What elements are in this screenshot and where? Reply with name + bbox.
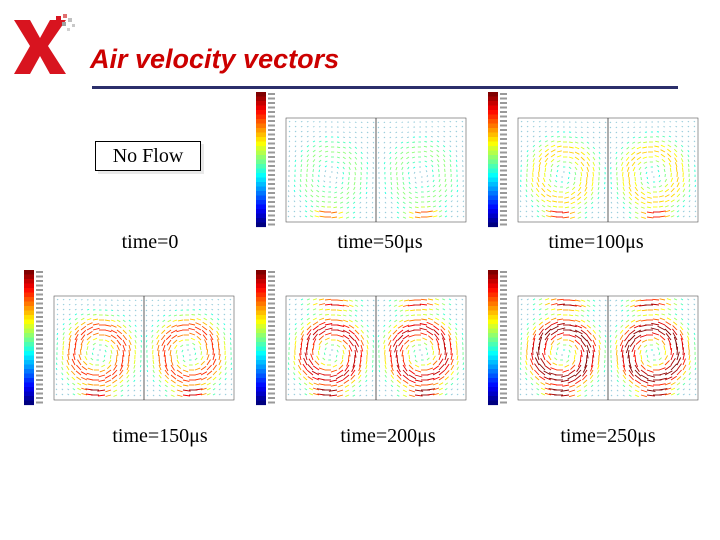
velocity-plot-100 [488,92,699,228]
caption-time-150: time=150μs [112,425,208,447]
caption-time-50: time=50μs [337,231,423,253]
color-scale-bar [256,92,275,228]
caption-time-200: time=200μs [340,425,436,447]
no-flow-label: No Flow [95,141,201,171]
color-scale-bar [256,270,275,406]
color-scale-bar [24,270,43,406]
vector-field [287,120,465,219]
velocity-plot-50 [256,92,467,228]
vector-field [519,298,697,398]
velocity-plot-250 [488,270,699,406]
xerox-x-logo [14,14,75,74]
title-underline [92,86,678,89]
color-scale-bar [488,270,507,406]
velocity-plot-150 [24,270,235,406]
vector-field [287,298,465,398]
velocity-plot-200 [256,270,467,406]
vector-field [55,298,233,397]
slide-title: Air velocity vectors [90,44,340,74]
caption-time-250: time=250μs [560,425,656,447]
color-scale-bar [488,92,507,228]
caption-time-100: time=100μs [548,231,644,253]
caption-time-0: time=0 [121,231,179,253]
vector-field [519,120,697,219]
